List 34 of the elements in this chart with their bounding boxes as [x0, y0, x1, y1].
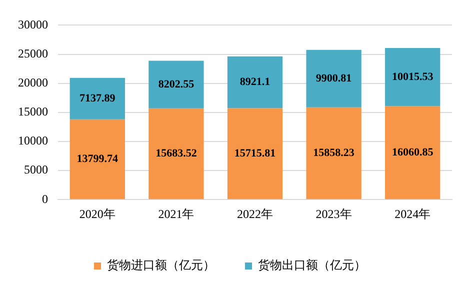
data-label: 8202.55 [158, 78, 195, 90]
bar [385, 106, 440, 200]
bar [306, 50, 362, 108]
y-tick-label: 15000 [18, 104, 48, 119]
x-tick-label: 2022年 [237, 206, 273, 221]
data-label: 10015.53 [392, 70, 434, 83]
data-label: 13799.74 [76, 153, 119, 166]
bar [70, 119, 125, 200]
bar [306, 107, 362, 200]
y-tick-label: 5000 [24, 162, 48, 177]
y-tick-label: 30000 [18, 17, 48, 32]
x-tick-label: 2024年 [394, 206, 431, 221]
bar [227, 56, 283, 108]
bar [148, 108, 204, 200]
data-label: 8921.1 [240, 76, 270, 88]
data-label: 7137.89 [80, 92, 116, 104]
data-label: 9900.81 [316, 72, 352, 84]
legend-label: 货物进口额（亿元） [107, 258, 215, 272]
bar [148, 60, 204, 108]
x-tick-label: 2020年 [79, 206, 116, 221]
bar [70, 78, 125, 120]
data-label: 15858.23 [313, 147, 355, 160]
legend-label: 货物出口额（亿元） [258, 258, 366, 272]
data-label: 15715.81 [234, 148, 276, 160]
x-tick-label: 2021年 [158, 206, 194, 221]
x-tick-label: 2023年 [316, 206, 352, 221]
y-tick-label: 25000 [18, 46, 48, 60]
y-tick-label: 10000 [18, 134, 48, 148]
y-tick-label: 0 [42, 192, 48, 206]
bar [385, 48, 440, 106]
data-label: 16060.85 [392, 146, 434, 159]
data-label: 15683.52 [156, 148, 198, 160]
y-tick-label: 20000 [18, 75, 48, 90]
bar [227, 108, 283, 200]
